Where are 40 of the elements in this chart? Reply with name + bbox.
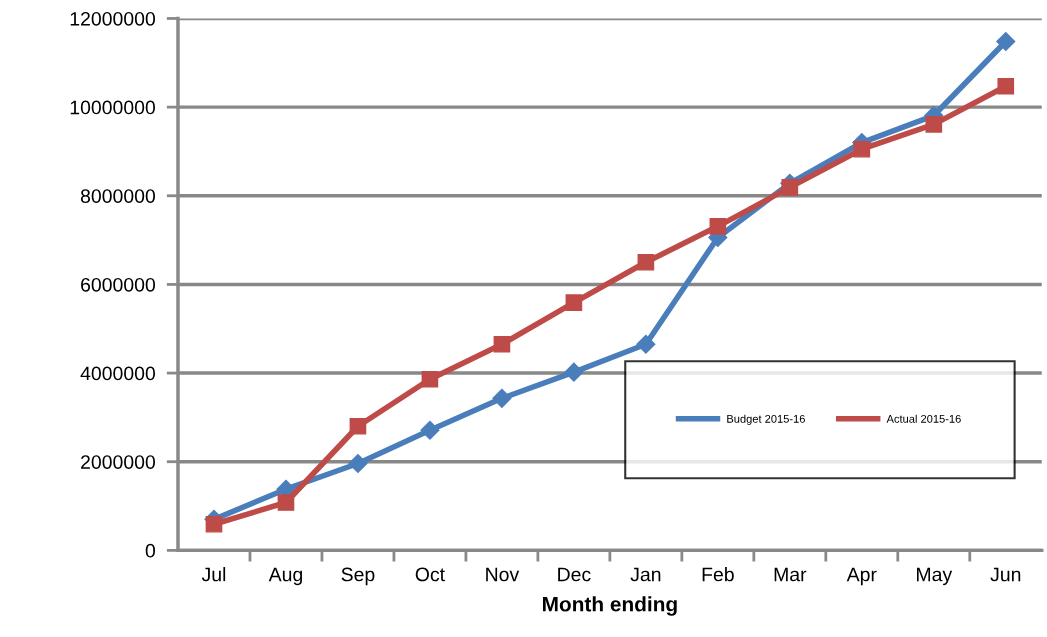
y-tick-label: 10000000 [70, 100, 156, 115]
point [492, 388, 512, 408]
y-tick-label: 6000000 [81, 277, 156, 292]
point [565, 294, 583, 311]
point [205, 515, 223, 533]
point [277, 494, 295, 511]
point [781, 179, 799, 196]
x-tick-label: Jun [990, 567, 1021, 582]
point [493, 335, 511, 353]
point [925, 116, 943, 133]
x-tick-label: Aug [268, 567, 303, 586]
point [853, 140, 871, 158]
point [637, 253, 655, 271]
x-tick-label: Feb [702, 567, 734, 582]
x-tick-label: Oct [415, 567, 445, 582]
point [420, 420, 440, 440]
point [564, 362, 584, 382]
y-tick-label: 4000000 [80, 366, 156, 381]
x-tick-label: Mar [774, 567, 807, 582]
point [996, 31, 1016, 52]
x-tick-label: Jul [201, 567, 226, 582]
x-tick-label: Apr [846, 567, 877, 586]
y-tick-label: 8000000 [80, 189, 156, 204]
point [348, 453, 368, 474]
x-tick-label: Sep [341, 567, 375, 586]
x-tick-label: Jan [630, 567, 661, 582]
y-tick-label: 0 [145, 543, 156, 558]
point [709, 218, 727, 235]
x-tick-label: Dec [558, 567, 591, 582]
point [349, 417, 367, 435]
point [421, 370, 439, 388]
x-tick-label: May [917, 567, 953, 586]
legend-label: Actual 2015-16 [886, 414, 961, 423]
point [997, 77, 1015, 95]
legend-label: Budget 2015-16 [727, 414, 805, 425]
y-tick-label: 12000000 [70, 11, 156, 26]
y-tick-label: 2000000 [81, 455, 156, 469]
x-axis-title: Month ending [543, 596, 677, 616]
x-tick-label: Nov [486, 567, 520, 582]
point [636, 334, 656, 354]
